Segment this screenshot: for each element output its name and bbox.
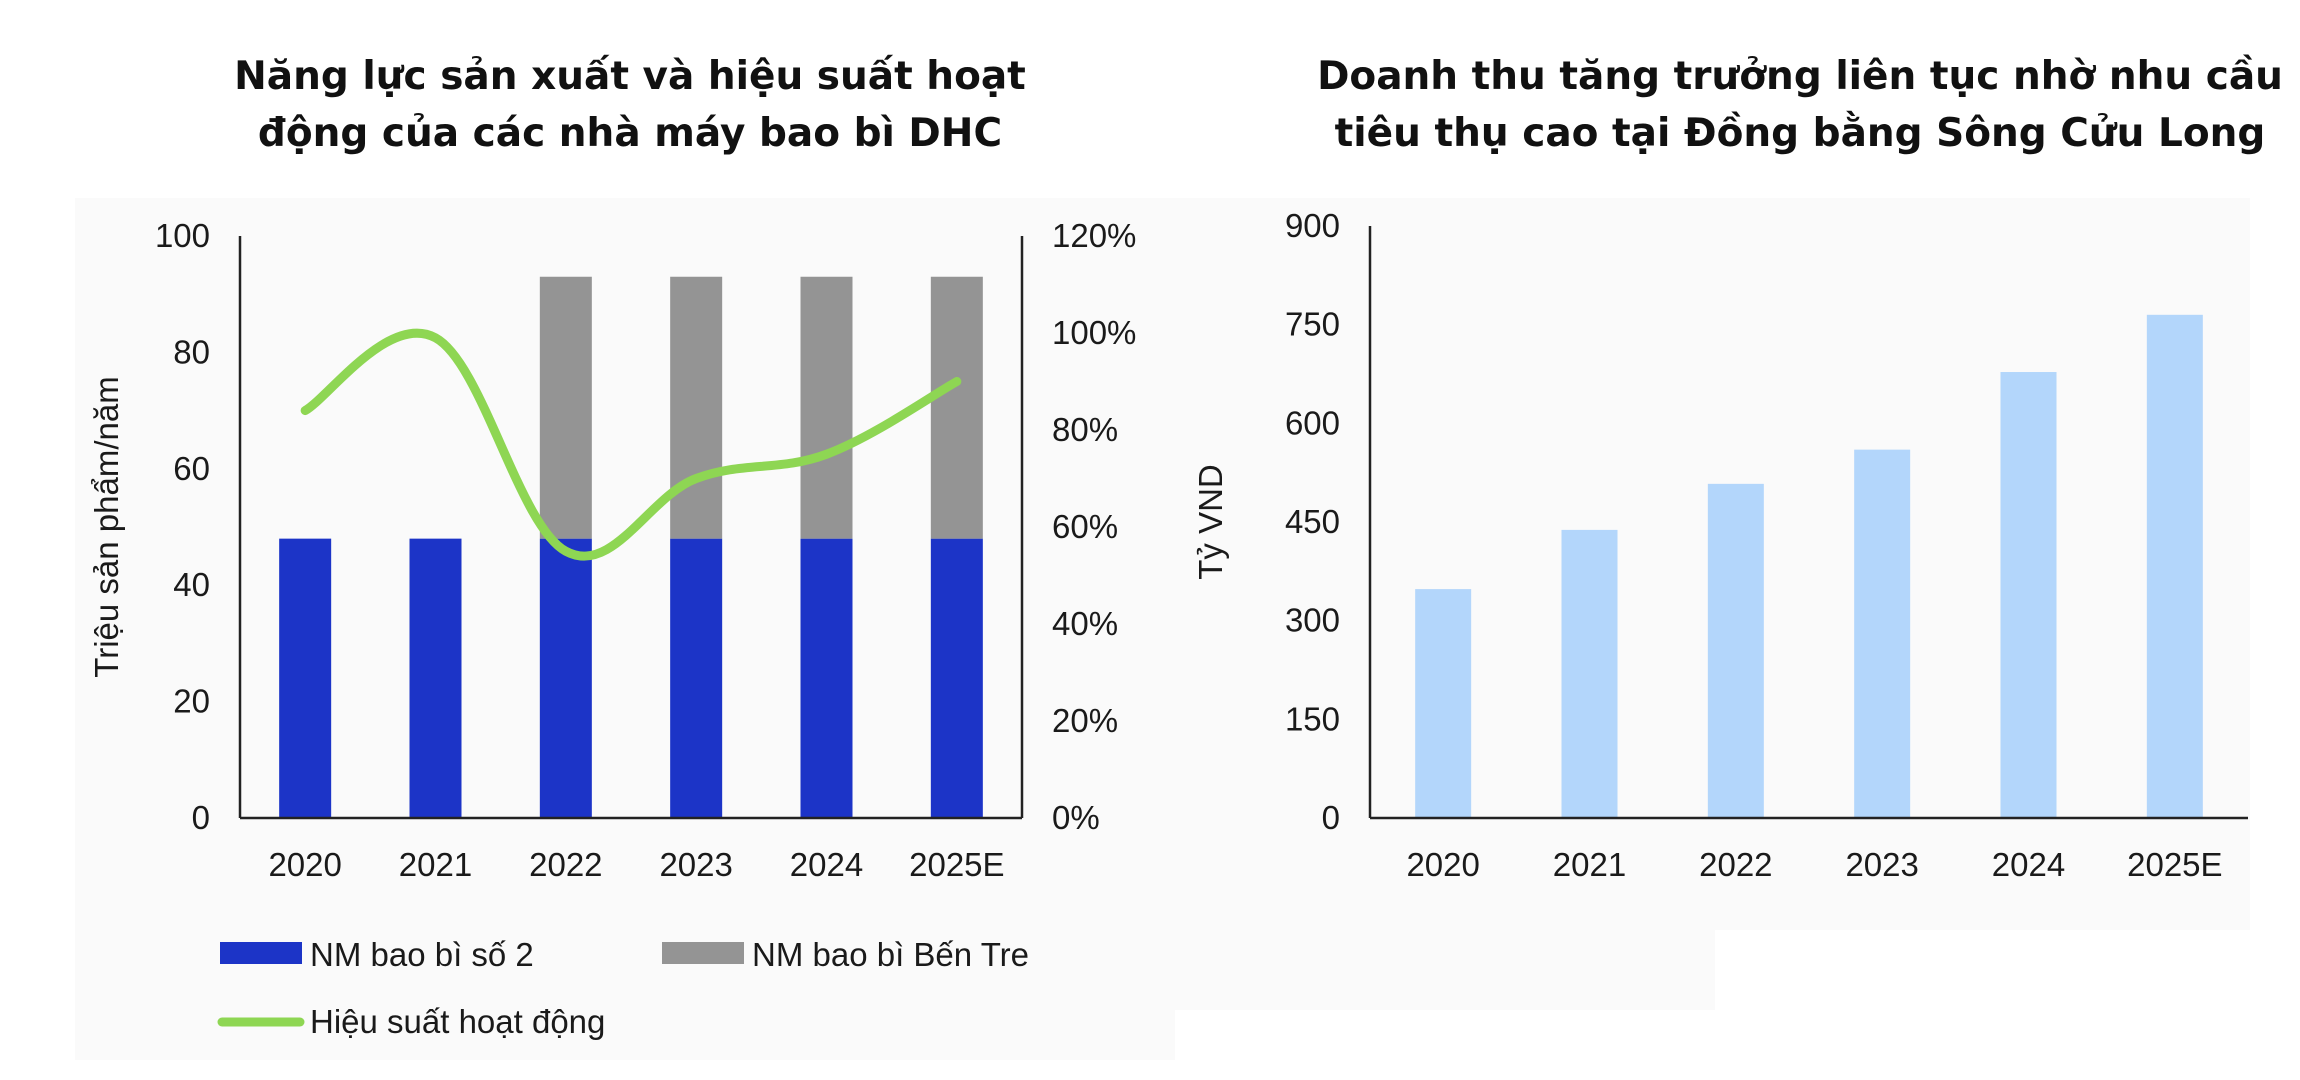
right-y-tick-label: 100% xyxy=(1052,314,1136,351)
bar-nm-bao-bi-so-2 xyxy=(930,538,983,818)
revenue-y-tick-label: 0 xyxy=(1322,799,1340,836)
left-x-tick-label: 2021 xyxy=(399,846,472,883)
revenue-x-tick-label: 2022 xyxy=(1699,846,1772,883)
revenue-y-tick-label: 750 xyxy=(1285,306,1340,343)
bar-nm-bao-bi-so-2 xyxy=(539,538,592,818)
legend-swatch-nm-bao-bi-so-2 xyxy=(220,942,302,964)
right-y-tick-label: 120% xyxy=(1052,217,1136,254)
legend-label-nm-bao-bi-ben-tre: NM bao bì Bến Tre xyxy=(752,936,1029,973)
revenue-x-tick-label: 2025E xyxy=(2127,846,2222,883)
bar-nm-bao-bi-ben-tre xyxy=(539,276,592,539)
left-x-tick-label: 2024 xyxy=(790,846,863,883)
right-y-tick-label: 40% xyxy=(1052,605,1118,642)
revenue-y-tick-label: 150 xyxy=(1285,700,1340,737)
revenue-x-tick-label: 2021 xyxy=(1553,846,1626,883)
right-chart-title: Doanh thu tăng trưởng liên tục nhờ nhu c… xyxy=(1310,48,2290,162)
revenue-bar xyxy=(2000,372,2057,818)
legend-swatch-nm-bao-bi-ben-tre xyxy=(662,942,744,964)
revenue-y-tick-label: 300 xyxy=(1285,602,1340,639)
bar-nm-bao-bi-ben-tre xyxy=(670,276,723,539)
bar-nm-bao-bi-so-2 xyxy=(409,538,462,818)
right-y-tick-label: 20% xyxy=(1052,702,1118,739)
left-x-tick-label: 2022 xyxy=(529,846,602,883)
efficiency-line xyxy=(300,328,962,561)
left-chart-title-line1: Năng lực sản xuất và hiệu suất hoạt xyxy=(234,54,1026,99)
revenue-bar xyxy=(1854,449,1911,818)
bar-nm-bao-bi-ben-tre xyxy=(930,276,983,539)
revenue-y-tick-label: 900 xyxy=(1285,207,1340,244)
left-chart-background xyxy=(75,198,1175,1060)
left-x-tick-label: 2020 xyxy=(268,846,341,883)
bar-nm-bao-bi-ben-tre xyxy=(800,276,853,539)
bar-nm-bao-bi-so-2 xyxy=(670,538,723,818)
revenue-y-axis-label: Tỷ VND xyxy=(1192,464,1229,580)
revenue-bar xyxy=(2146,314,2203,818)
revenue-bar xyxy=(1561,529,1618,818)
revenue-y-tick-label: 600 xyxy=(1285,404,1340,441)
left-y-tick-label: 0 xyxy=(192,799,210,836)
left-chart-title-line2: động của các nhà máy bao bì DHC xyxy=(257,111,1003,156)
legend-label-hieu-suat: Hiệu suất hoạt động xyxy=(310,1003,605,1040)
bar-nm-bao-bi-so-2 xyxy=(279,538,332,818)
right-y-tick-label: 60% xyxy=(1052,508,1118,545)
right-y-tick-label: 0% xyxy=(1052,799,1100,836)
left-y-tick-label: 100 xyxy=(155,217,210,254)
left-chart-title: Năng lực sản xuất và hiệu suất hoạt động… xyxy=(170,48,1090,162)
left-y-tick-label: 80 xyxy=(173,333,210,370)
legend-label-nm-bao-bi-so-2: NM bao bì số 2 xyxy=(310,936,534,973)
revenue-x-tick-label: 2024 xyxy=(1992,846,2065,883)
revenue-x-tick-label: 2020 xyxy=(1406,846,1479,883)
left-y-axis-label: Triệu sản phẩm/năm xyxy=(88,376,125,677)
left-y-tick-label: 40 xyxy=(173,566,210,603)
right-chart-title-line2: tiêu thụ cao tại Đồng bằng Sông Cửu Long xyxy=(1334,111,2266,156)
revenue-bar xyxy=(1707,483,1764,818)
left-x-tick-label: 2023 xyxy=(659,846,732,883)
right-y-tick-label: 80% xyxy=(1052,411,1118,448)
left-x-tick-label: 2025E xyxy=(909,846,1004,883)
right-chart-lower-background xyxy=(1175,930,1715,1010)
revenue-x-tick-label: 2023 xyxy=(1845,846,1918,883)
right-chart-title-line1: Doanh thu tăng trưởng liên tục nhờ nhu c… xyxy=(1317,54,2283,99)
revenue-y-tick-label: 450 xyxy=(1285,503,1340,540)
revenue-bar xyxy=(1415,589,1472,818)
bar-nm-bao-bi-so-2 xyxy=(800,538,853,818)
left-y-tick-label: 60 xyxy=(173,450,210,487)
left-y-tick-label: 20 xyxy=(173,683,210,720)
